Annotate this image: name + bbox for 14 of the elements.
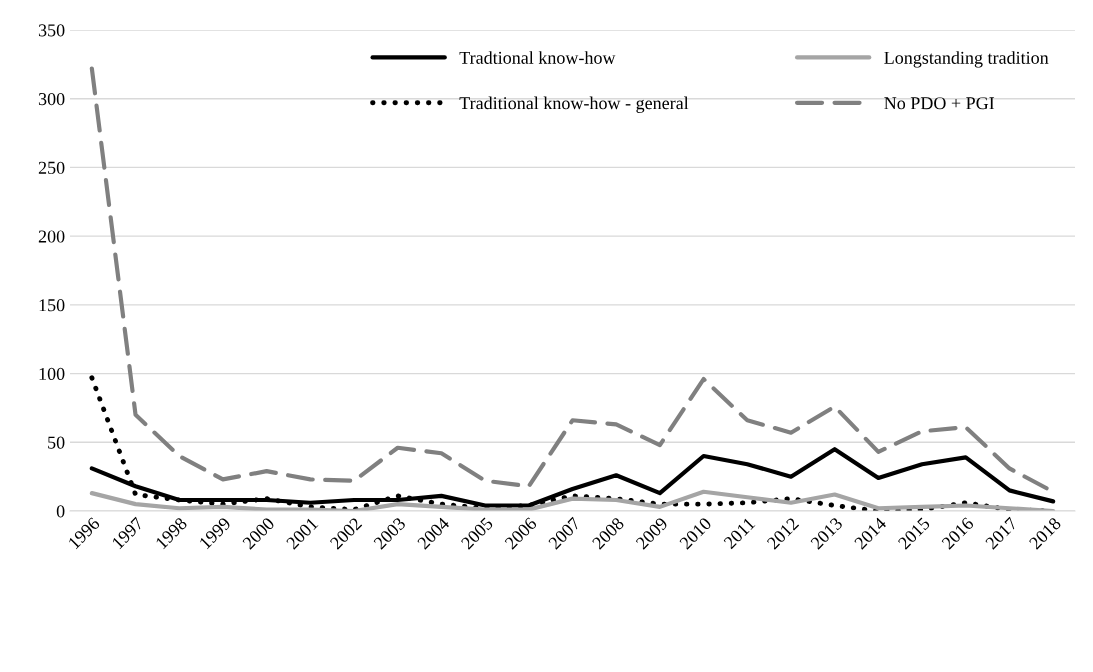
legend-label: Tradtional know-how <box>459 51 616 64</box>
y-tick-label: 150 <box>39 299 65 312</box>
y-tick-label: 100 <box>39 367 65 381</box>
legend-label: No PDO + PGI <box>884 97 995 110</box>
y-tick-label: 50 <box>48 436 65 449</box>
legend-label: Longstanding tradition <box>884 51 1049 68</box>
y-tick-label: 250 <box>38 161 65 174</box>
y-tick-label: 0 <box>56 505 65 518</box>
y-tick-label: 350 <box>38 24 65 37</box>
legend-label: Traditional know-how - general <box>459 96 689 113</box>
x-tick-label: 2011 <box>723 517 756 550</box>
y-tick-label: 200 <box>38 230 65 243</box>
y-tick-label: 300 <box>38 92 65 106</box>
line-series <box>89 489 1056 511</box>
